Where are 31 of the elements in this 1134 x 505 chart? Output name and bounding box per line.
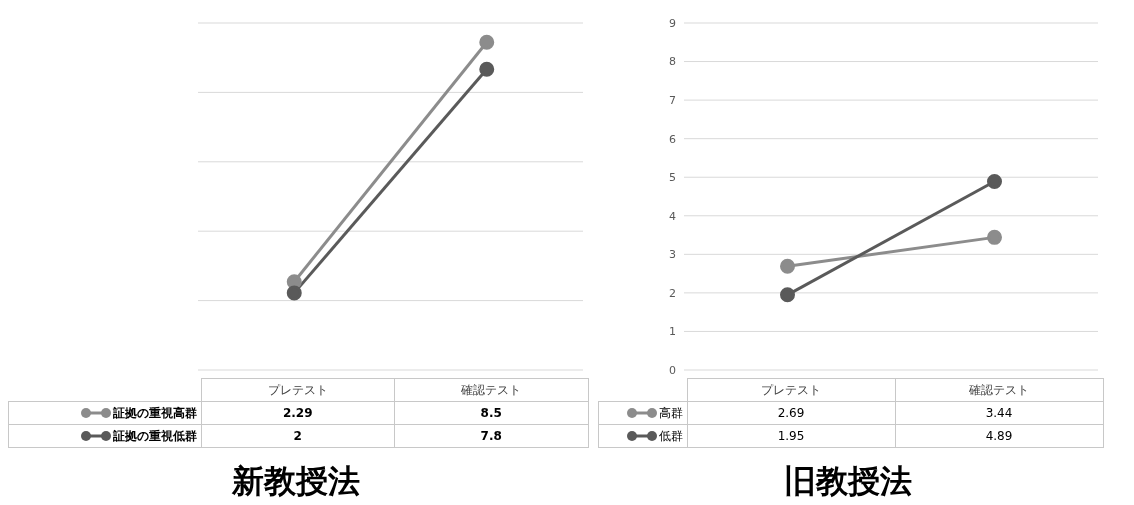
text: 旧教授法 (783, 461, 913, 502)
point (479, 61, 495, 77)
data-label: 2 (201, 424, 395, 448)
point (987, 229, 1002, 245)
point (479, 34, 495, 50)
y-tick-label: 5 (669, 171, 676, 185)
data-label: 4.89 (895, 424, 1103, 448)
legend-label: 証拠の重視高群 (112, 405, 197, 420)
data-label: 8.5 (394, 401, 588, 425)
y-tick-label: 2 (669, 286, 676, 300)
y-tick-label: 3 (669, 248, 676, 262)
data-label: 2.29 (201, 401, 395, 425)
y-tick-label: 1 (669, 325, 676, 339)
y-tick-label: 9 (669, 16, 676, 30)
y-tick-label: 4 (669, 209, 676, 223)
data-label: 3.44 (895, 401, 1103, 425)
legend-label: 証拠の重視低群 (112, 428, 197, 443)
point (987, 173, 1002, 189)
y-tick-label: 8 (669, 55, 676, 69)
y-tick-label: 7 (669, 94, 676, 108)
point (780, 287, 795, 303)
data-label: 1.95 (687, 424, 895, 448)
y-tick-label: 6 (669, 132, 676, 146)
data-label: 2.69 (687, 401, 895, 425)
point (780, 258, 795, 274)
text: 新教授法 (230, 461, 361, 502)
legend-label: 高群 (658, 405, 683, 420)
legend-label: 低群 (658, 428, 683, 443)
point (286, 285, 302, 301)
data-label: 7.8 (394, 424, 588, 448)
y-tick-label: 0 (669, 363, 676, 377)
